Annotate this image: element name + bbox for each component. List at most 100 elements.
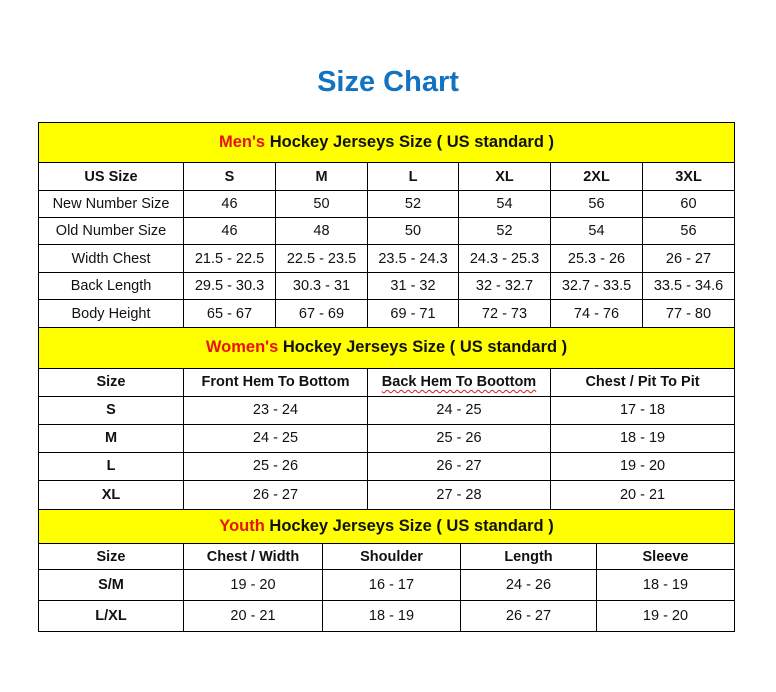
table-cell: 25 - 26	[183, 452, 368, 481]
table-cell: 26 - 27	[460, 600, 597, 632]
column-header: Sleeve	[595, 543, 736, 570]
row-label: S	[38, 396, 184, 425]
column-header: 2XL	[550, 162, 643, 191]
table-cell: 19 - 20	[183, 569, 323, 601]
table-cell: 17 - 18	[549, 396, 736, 425]
column-header: Size	[38, 368, 184, 397]
header-row: Size Chest / Width Shoulder Length Sleeve	[38, 543, 736, 570]
table-cell: 26 - 27	[367, 452, 551, 481]
table-cell: 54	[550, 217, 643, 245]
womens-size-table: Women's Hockey Jerseys Size ( US standar…	[37, 328, 736, 510]
table-cell: 69 - 71	[367, 299, 459, 328]
row-label: L/XL	[38, 600, 184, 632]
column-header: Shoulder	[322, 543, 461, 570]
table-row: New Number Size 46 50 52 54 56 60	[38, 190, 735, 218]
table-row: S/M 19 - 20 16 - 17 24 - 26 18 - 19	[38, 569, 736, 601]
table-cell: 19 - 20	[595, 600, 736, 632]
table-cell: 24 - 25	[183, 424, 368, 453]
table-row: Back Length 29.5 - 30.3 30.3 - 31 31 - 32 32…	[38, 272, 735, 300]
table-cell: 26 - 27	[642, 244, 735, 273]
column-header: Back Hem To Boottom	[367, 368, 551, 397]
header-row: US Size S M L XL 2XL 3XL	[38, 162, 735, 191]
size-chart: Men's Hockey Jerseys Size ( US standard …	[37, 122, 736, 632]
mens-size-table: Men's Hockey Jerseys Size ( US standard …	[38, 122, 735, 328]
table-cell: 16 - 17	[322, 569, 461, 601]
table-cell: 65 - 67	[183, 299, 276, 328]
table-cell: 24 - 26	[460, 569, 597, 601]
table-row: L 25 - 26 26 - 27 19 - 20	[38, 452, 736, 481]
table-cell: 22.5 - 23.5	[275, 244, 368, 273]
table-cell: 67 - 69	[275, 299, 368, 328]
table-cell: 26 - 27	[183, 480, 368, 510]
table-cell: 74 - 76	[550, 299, 643, 328]
column-header: Front Hem To Bottom	[183, 368, 368, 397]
table-cell: 20 - 21	[549, 480, 736, 510]
table-cell: 33.5 - 34.6	[642, 272, 735, 300]
column-header: Chest / Pit To Pit	[549, 368, 736, 397]
table-cell: 24 - 25	[367, 396, 551, 425]
table-cell: 18 - 19	[549, 424, 736, 453]
table-cell: 46	[183, 217, 276, 245]
table-cell: 32.7 - 33.5	[550, 272, 643, 300]
table-cell: 77 - 80	[642, 299, 735, 328]
table-cell: 56	[550, 190, 643, 218]
column-header-text: Back Hem To Boottom	[381, 374, 537, 390]
table-cell: 18 - 19	[322, 600, 461, 632]
table-cell: 72 - 73	[458, 299, 551, 328]
table-cell: 29.5 - 30.3	[183, 272, 276, 300]
table-cell: 54	[458, 190, 551, 218]
table-cell: 46	[183, 190, 276, 218]
table-cell: 25.3 - 26	[550, 244, 643, 273]
table-cell: 50	[367, 217, 459, 245]
table-row: Body Height 65 - 67 67 - 69 69 - 71 72 - 73 7…	[38, 299, 735, 328]
youth-size-table: Youth Hockey Jerseys Size ( US standard …	[37, 509, 736, 632]
header-row: Size Front Hem To Bottom Back Hem To Boott…	[38, 368, 736, 397]
table-cell: 27 - 28	[367, 480, 551, 510]
row-label: Body Height	[38, 299, 184, 328]
table-row: M 24 - 25 25 - 26 18 - 19	[38, 424, 736, 453]
row-label: New Number Size	[38, 190, 184, 218]
table-cell: 32 - 32.7	[458, 272, 551, 300]
table-row: L/XL 20 - 21 18 - 19 26 - 27 19 - 20	[38, 600, 736, 632]
table-cell: 23 - 24	[183, 396, 368, 425]
table-cell: 48	[275, 217, 368, 245]
column-header: Length	[460, 543, 597, 570]
table-cell: 56	[642, 217, 735, 245]
table-cell: 50	[275, 190, 368, 218]
table-cell: 24.3 - 25.3	[458, 244, 551, 273]
table-cell: 18 - 19	[595, 569, 736, 601]
table-cell: 20 - 21	[183, 600, 323, 632]
row-label: S/M	[38, 569, 184, 601]
table-row: XL 26 - 27 27 - 28 20 - 21	[38, 480, 736, 510]
table-cell: 19 - 20	[549, 452, 736, 481]
table-row: Width Chest 21.5 - 22.5 22.5 - 23.5 23.5 - …	[38, 244, 735, 273]
womens-section-title: Women's Hockey Jerseys Size ( US standar…	[37, 328, 736, 369]
table-cell: 60	[642, 190, 735, 218]
table-cell: 30.3 - 31	[275, 272, 368, 300]
row-label: L	[38, 452, 184, 481]
table-cell: 21.5 - 22.5	[183, 244, 276, 273]
table-cell: 52	[458, 217, 551, 245]
table-cell: 25 - 26	[367, 424, 551, 453]
youth-section-title: Youth Hockey Jerseys Size ( US standard …	[37, 509, 736, 544]
column-header: XL	[458, 162, 551, 191]
row-label: Old Number Size	[38, 217, 184, 245]
row-label: M	[38, 424, 184, 453]
mens-section-title: Men's Hockey Jerseys Size ( US standard …	[38, 122, 735, 163]
table-cell: 31 - 32	[367, 272, 459, 300]
column-header: Size	[38, 543, 184, 570]
column-header: Chest / Width	[183, 543, 323, 570]
row-label: Back Length	[38, 272, 184, 300]
column-header: L	[367, 162, 459, 191]
row-label: XL	[38, 480, 184, 510]
column-header: US Size	[38, 162, 184, 191]
column-header: 3XL	[642, 162, 735, 191]
column-header: S	[183, 162, 276, 191]
table-row: Old Number Size 46 48 50 52 54 56	[38, 217, 735, 245]
table-cell: 23.5 - 24.3	[367, 244, 459, 273]
table-row: S 23 - 24 24 - 25 17 - 18	[38, 396, 736, 425]
page-title: Size Chart	[317, 66, 459, 98]
row-label: Width Chest	[38, 244, 184, 273]
table-cell: 52	[367, 190, 459, 218]
column-header: M	[275, 162, 368, 191]
